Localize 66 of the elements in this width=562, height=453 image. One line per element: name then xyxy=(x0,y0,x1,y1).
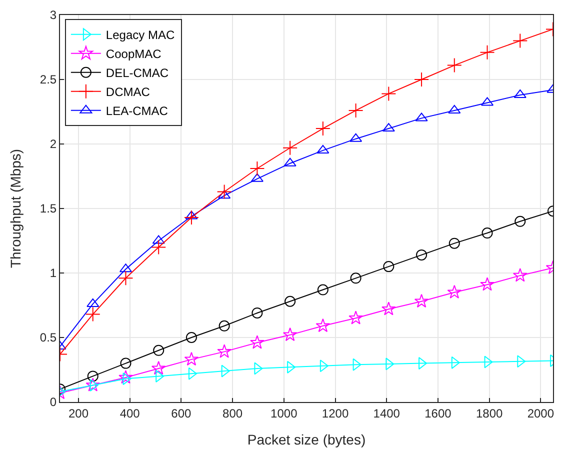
legend-label: CoopMAC xyxy=(106,47,162,62)
point xyxy=(383,261,394,272)
point xyxy=(85,306,100,322)
point xyxy=(218,320,230,332)
y-axis-title: Throughput (Mbps) xyxy=(8,148,24,268)
point xyxy=(118,270,134,286)
point xyxy=(186,332,197,343)
point xyxy=(151,240,166,255)
x-tick-label: 1200 xyxy=(322,406,349,420)
legend-label: LEA-CMAC xyxy=(106,104,168,118)
point xyxy=(120,358,132,369)
point xyxy=(282,140,298,156)
point xyxy=(482,228,493,239)
point xyxy=(184,210,199,226)
point xyxy=(86,378,100,392)
point xyxy=(118,370,133,384)
point xyxy=(414,72,430,87)
x-tick-label: 800 xyxy=(222,406,243,420)
point xyxy=(446,58,462,73)
point xyxy=(447,284,462,299)
point xyxy=(284,296,296,307)
point xyxy=(151,360,166,375)
point xyxy=(348,102,364,118)
y-tick-label: 1 xyxy=(50,266,57,280)
x-tick-label: 1600 xyxy=(424,406,452,420)
point xyxy=(153,344,164,356)
point xyxy=(87,370,98,382)
point xyxy=(512,268,528,282)
point xyxy=(448,238,460,249)
x-tick-label: 1400 xyxy=(373,406,400,420)
legend-label: DEL-CMAC xyxy=(106,66,169,80)
y-tick-label: 2.5 xyxy=(40,72,57,87)
point xyxy=(250,335,264,349)
x-tick-label: 600 xyxy=(171,406,192,420)
point xyxy=(382,302,396,316)
x-tick-label: 200 xyxy=(68,406,89,420)
point xyxy=(480,44,495,60)
legend-label: Legacy MAC xyxy=(106,28,175,42)
point xyxy=(315,121,330,136)
x-tick-label: 400 xyxy=(120,406,140,420)
x-tick-label: 1000 xyxy=(270,406,298,420)
point xyxy=(350,272,362,284)
point xyxy=(317,284,328,296)
point xyxy=(217,344,232,358)
point xyxy=(282,327,298,342)
point xyxy=(512,33,528,48)
point xyxy=(414,294,429,308)
point xyxy=(480,277,494,291)
y-tick-label: 1.5 xyxy=(40,202,57,216)
x-axis-title: Packet size (bytes) xyxy=(247,432,366,448)
y-tick-label: 0.5 xyxy=(40,330,57,345)
y-tick-label: 2 xyxy=(50,137,57,152)
x-tick-label: 2000 xyxy=(527,406,554,420)
y-tick-label: 3 xyxy=(50,8,57,22)
y-tick-label: 0 xyxy=(50,395,57,410)
point xyxy=(381,86,396,102)
point xyxy=(184,352,199,366)
legend-label: DCMAC xyxy=(106,85,150,100)
x-tick-label: 1800 xyxy=(476,406,503,420)
point xyxy=(416,249,428,260)
point xyxy=(348,310,363,324)
point xyxy=(514,216,526,227)
point xyxy=(250,161,265,176)
point xyxy=(316,318,330,332)
point xyxy=(252,307,263,318)
point xyxy=(216,184,232,200)
